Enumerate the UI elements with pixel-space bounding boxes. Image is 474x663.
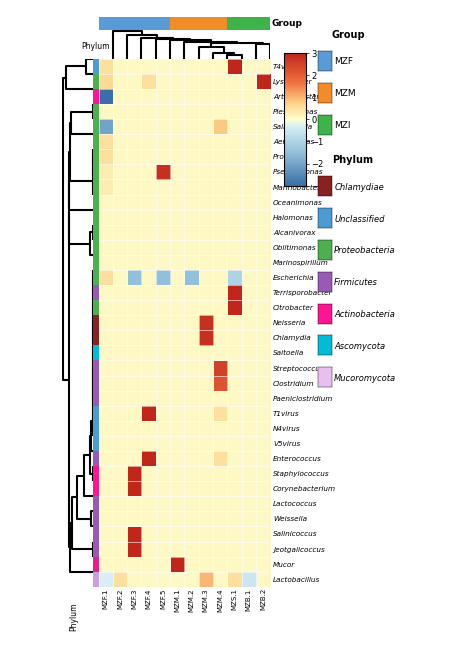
Bar — [92, 421, 99, 436]
Text: Proteobacteria: Proteobacteria — [334, 247, 396, 255]
Bar — [92, 149, 99, 164]
Bar — [256, 17, 270, 30]
Bar — [92, 391, 99, 406]
Bar — [92, 572, 99, 587]
Text: Unclassified: Unclassified — [334, 215, 385, 223]
Text: Firmicutes: Firmicutes — [334, 278, 378, 287]
Bar — [92, 134, 99, 149]
Text: Mucoromycota: Mucoromycota — [334, 374, 396, 383]
Bar — [92, 74, 99, 89]
Bar — [92, 225, 99, 240]
Bar — [92, 194, 99, 210]
Bar — [92, 330, 99, 345]
Bar — [92, 361, 99, 375]
Bar — [170, 17, 184, 30]
Bar — [92, 436, 99, 451]
Text: Chlamydiae: Chlamydiae — [334, 183, 384, 192]
Bar — [99, 17, 113, 30]
Text: MZI: MZI — [334, 121, 351, 130]
Bar — [92, 542, 99, 556]
Bar — [92, 210, 99, 225]
Text: MZM: MZM — [334, 90, 356, 98]
Bar — [92, 180, 99, 194]
Bar — [92, 481, 99, 496]
Bar — [92, 119, 99, 134]
Bar — [199, 17, 213, 30]
Text: Actinobacteria: Actinobacteria — [334, 310, 395, 319]
Bar — [92, 240, 99, 255]
Bar — [113, 17, 127, 30]
Bar — [213, 17, 227, 30]
Text: Group: Group — [332, 30, 365, 40]
Text: Phylum: Phylum — [69, 603, 78, 631]
Bar — [92, 255, 99, 270]
Bar — [92, 164, 99, 180]
Bar — [92, 315, 99, 330]
Text: Group: Group — [272, 19, 303, 28]
Bar — [184, 17, 199, 30]
Bar — [92, 526, 99, 542]
Bar — [156, 17, 170, 30]
Bar — [92, 270, 99, 285]
Text: Phylum: Phylum — [332, 155, 373, 165]
Bar — [92, 300, 99, 315]
Bar — [227, 17, 242, 30]
Bar — [92, 466, 99, 481]
Text: MZF: MZF — [334, 58, 353, 66]
Bar — [92, 345, 99, 361]
Bar — [92, 451, 99, 466]
Text: Phylum: Phylum — [81, 42, 110, 51]
Bar — [141, 17, 156, 30]
Bar — [242, 17, 256, 30]
Bar — [92, 104, 99, 119]
Bar — [92, 285, 99, 300]
Bar — [92, 375, 99, 391]
Bar — [92, 556, 99, 572]
Bar — [92, 59, 99, 74]
Bar — [127, 17, 141, 30]
Bar — [92, 511, 99, 526]
Bar — [92, 406, 99, 421]
Text: Ascomycota: Ascomycota — [334, 342, 385, 351]
Bar — [92, 89, 99, 104]
Bar — [92, 496, 99, 511]
